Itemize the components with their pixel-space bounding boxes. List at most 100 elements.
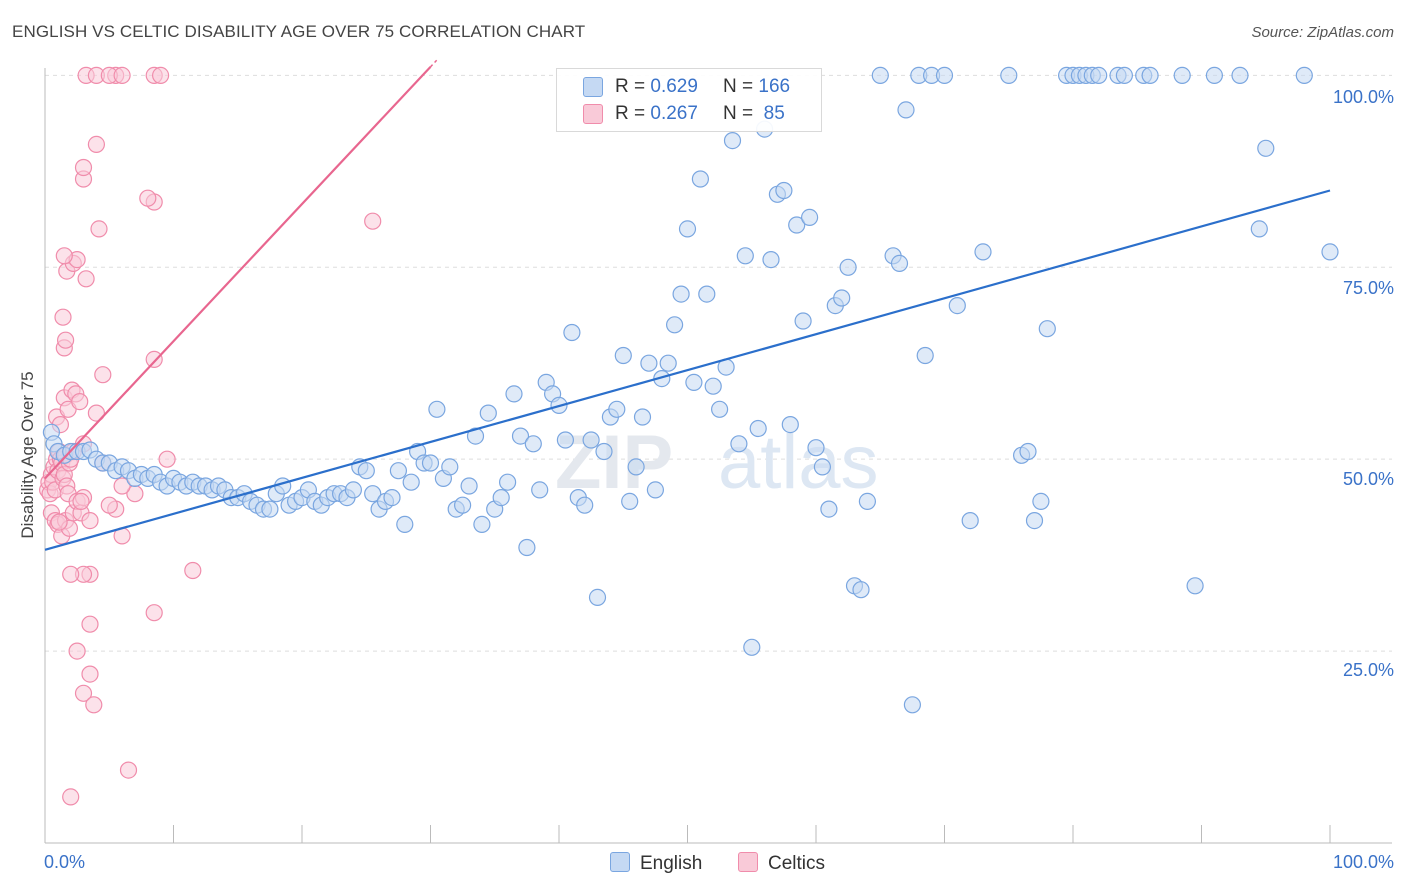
english-point <box>1205 66 1224 85</box>
english-point <box>788 216 806 234</box>
celtics-point <box>145 350 163 368</box>
english-point <box>698 285 716 303</box>
english-point <box>1141 66 1159 85</box>
english-point <box>762 251 780 269</box>
english-point <box>364 485 382 503</box>
english-point <box>389 462 407 480</box>
english-point <box>807 439 825 457</box>
celtics-point <box>81 665 99 683</box>
english-point <box>633 408 652 426</box>
english-point <box>935 66 954 85</box>
english-point <box>775 181 793 200</box>
celtics-point <box>62 788 80 806</box>
english-point <box>659 354 677 372</box>
english-point <box>524 435 542 453</box>
celtics-point <box>184 561 202 580</box>
english-point <box>588 588 607 607</box>
english-point <box>402 473 420 491</box>
english-trendline <box>44 189 1331 551</box>
celtics-n: N = 85 <box>723 103 785 124</box>
celtics-point <box>50 513 68 531</box>
celtics-point <box>94 366 112 384</box>
celtics-point <box>77 270 95 288</box>
english-point <box>961 511 979 530</box>
gridlines <box>45 74 1392 652</box>
celtics-legend-label: Celtics <box>768 853 826 874</box>
english-point <box>614 346 632 365</box>
celtics-point <box>100 496 118 514</box>
english-point <box>621 492 639 510</box>
watermark: ZIP atlas <box>555 420 879 505</box>
english-point <box>582 431 600 449</box>
english-point <box>749 419 767 438</box>
english-point <box>820 500 838 518</box>
y-tick-label: 50.0% <box>1342 469 1394 489</box>
chart-title: ENGLISH VS CELTIC DISABILITY AGE OVER 75… <box>12 22 586 41</box>
english-point <box>916 346 934 365</box>
english-point <box>710 400 729 418</box>
y-tick-label: 25.0% <box>1342 660 1394 680</box>
celtics-point <box>72 492 90 510</box>
english-point <box>1025 511 1044 530</box>
english-point <box>852 581 870 599</box>
english-point <box>871 66 889 85</box>
x-tick-label-max: 100.0% <box>1332 852 1394 872</box>
english-point <box>1257 139 1275 157</box>
english-point <box>576 496 594 514</box>
english-point <box>511 427 530 445</box>
celtics-point <box>81 615 99 633</box>
y-tick-label: 75.0% <box>1342 278 1394 298</box>
english-point <box>833 289 851 307</box>
english-r: R = 0.629 <box>615 76 698 97</box>
celtics-point <box>87 404 106 422</box>
english-point <box>685 373 703 391</box>
english-point <box>454 496 472 514</box>
watermark-atlas: atlas <box>718 420 879 505</box>
celtics-point <box>119 761 138 779</box>
english-point <box>383 489 401 507</box>
english-point <box>743 638 761 656</box>
english-point <box>1250 220 1268 238</box>
english-point <box>627 458 645 476</box>
english-point <box>1295 66 1313 85</box>
english-point <box>1019 442 1037 461</box>
english-point <box>704 377 722 395</box>
english-point <box>499 473 517 491</box>
stats-legend: R = 0.629 N = 166 R = 0.267 N = 85 <box>556 68 822 132</box>
english-point <box>563 323 581 342</box>
english-point <box>781 416 799 434</box>
celtics-point <box>54 308 72 326</box>
english-point <box>1038 320 1056 338</box>
y-tick-label: 100.0% <box>1332 87 1394 107</box>
english-point <box>608 400 626 418</box>
english-point <box>1115 66 1134 85</box>
celtics-point <box>364 212 382 230</box>
english-point <box>531 481 549 499</box>
english-point <box>1321 243 1339 261</box>
english-point <box>396 515 414 534</box>
celtics-trendline <box>44 66 432 480</box>
english-point <box>595 442 613 461</box>
english-legend-swatch <box>610 852 630 872</box>
celtics-trendline-extension <box>429 59 438 68</box>
english-point <box>1173 66 1191 85</box>
trendlines <box>44 59 1331 551</box>
celtics-point <box>87 135 106 153</box>
english-point <box>1032 492 1050 510</box>
axes <box>44 68 1392 844</box>
english-point <box>897 101 915 119</box>
english-point <box>730 435 748 453</box>
english-point <box>505 385 523 403</box>
celtics-legend-swatch <box>738 852 758 872</box>
english-point <box>357 462 375 480</box>
english-point <box>1186 577 1204 595</box>
english-point <box>858 492 877 510</box>
english-point <box>344 481 362 499</box>
celtics-point <box>145 604 163 622</box>
y-axis-label: Disability Age Over 75 <box>18 371 37 539</box>
english-point <box>640 354 658 372</box>
x-tick-label-min: 0.0% <box>44 852 86 872</box>
english-point <box>839 258 857 276</box>
celtics-point <box>90 220 108 238</box>
